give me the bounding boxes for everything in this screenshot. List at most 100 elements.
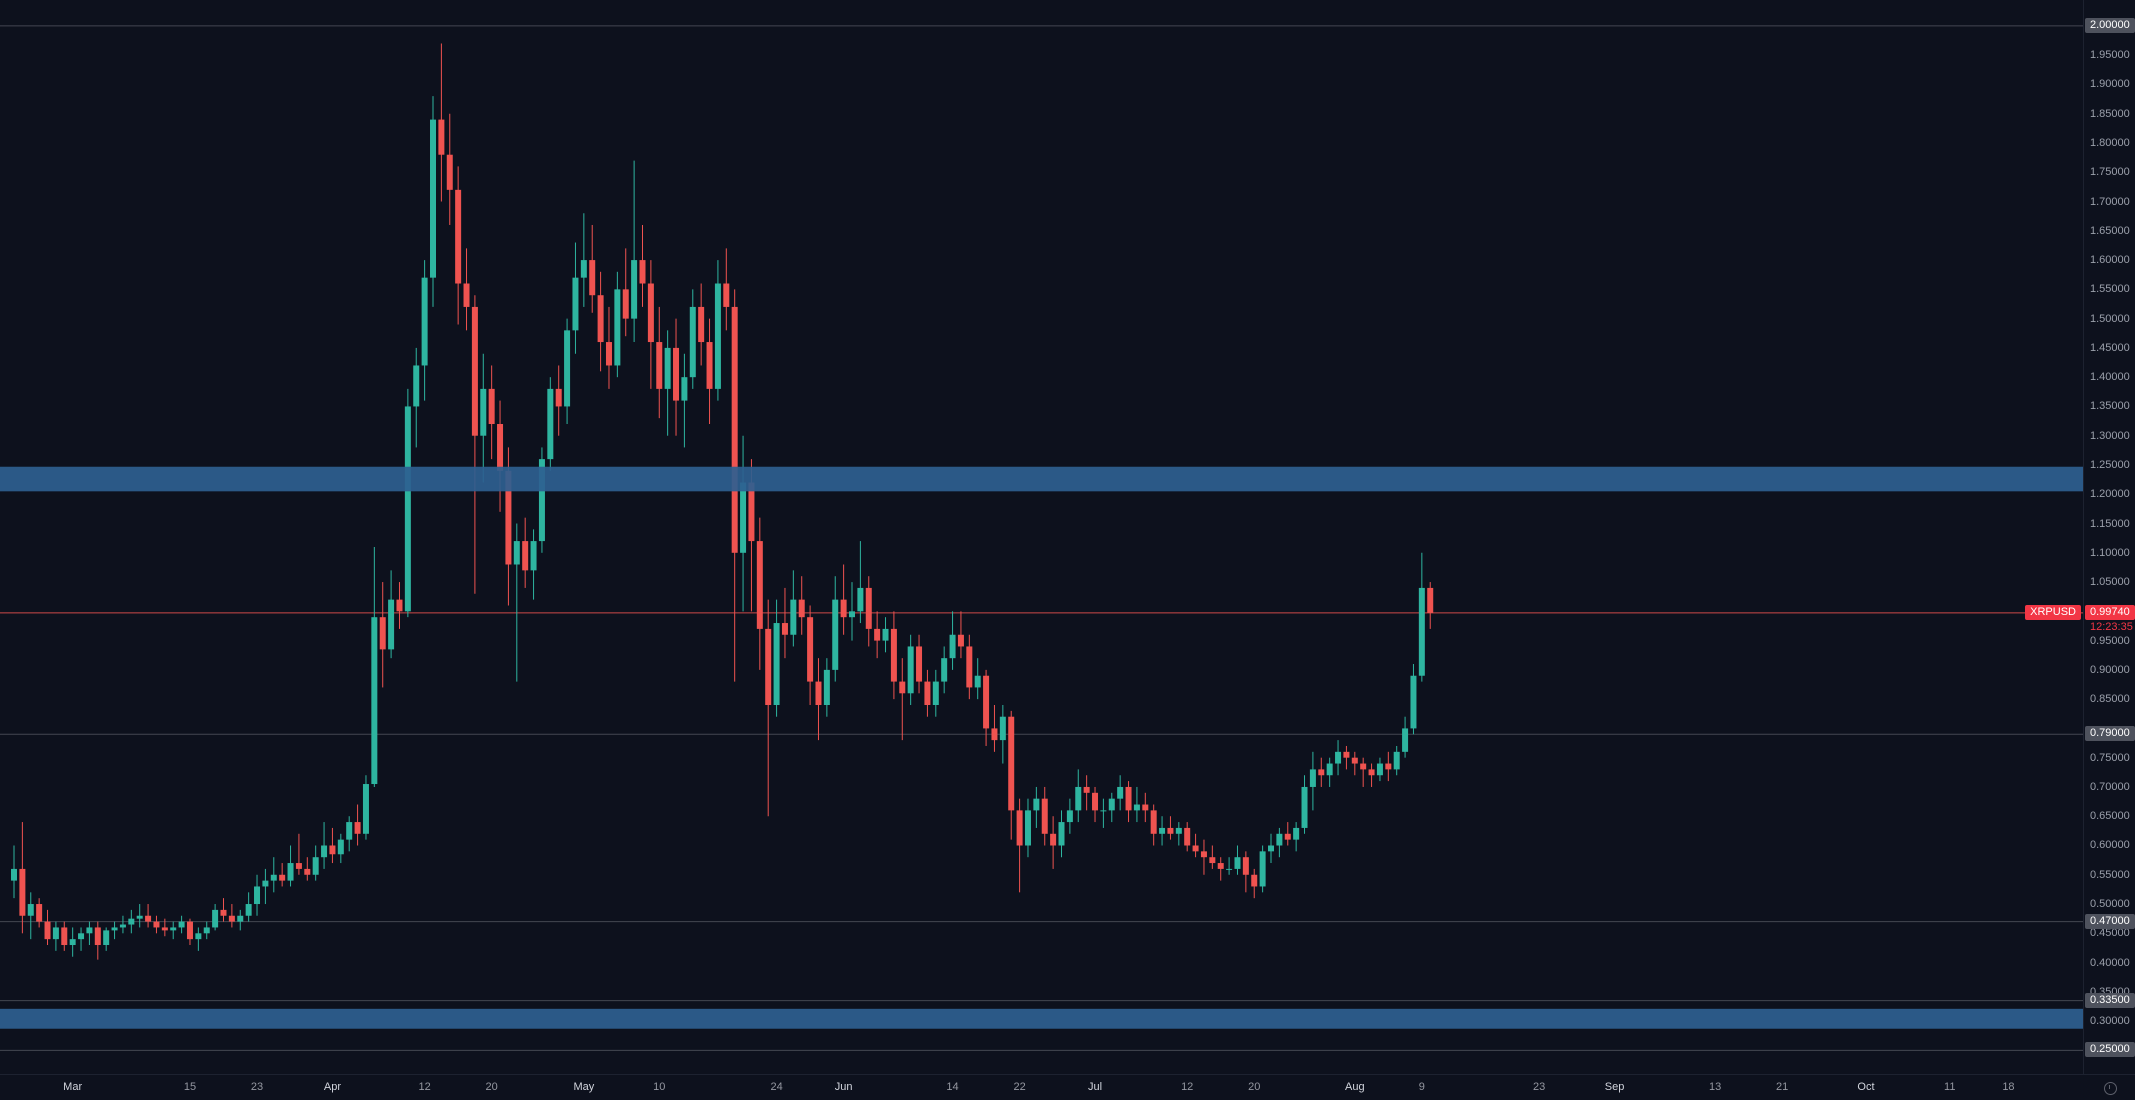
candle[interactable] — [36, 898, 43, 928]
candle[interactable] — [857, 541, 864, 624]
candle[interactable] — [605, 306, 612, 389]
candle[interactable] — [1343, 745, 1350, 770]
candle[interactable] — [1318, 757, 1325, 787]
candle[interactable] — [983, 669, 990, 746]
candle[interactable] — [103, 927, 110, 951]
candle[interactable] — [999, 704, 1006, 764]
candle[interactable] — [547, 377, 554, 471]
candle[interactable] — [1108, 792, 1115, 823]
candle[interactable] — [1142, 792, 1149, 823]
candle[interactable] — [337, 833, 344, 864]
candle[interactable] — [1226, 857, 1233, 875]
candle[interactable] — [1083, 775, 1090, 811]
candle[interactable] — [1234, 845, 1241, 875]
candle[interactable] — [1159, 816, 1166, 846]
candle[interactable] — [564, 318, 571, 425]
candle[interactable] — [19, 822, 26, 934]
candle[interactable] — [228, 904, 235, 928]
candle[interactable] — [706, 318, 713, 425]
candle[interactable] — [1175, 822, 1182, 846]
candle[interactable] — [781, 587, 788, 659]
chart-canvas[interactable] — [0, 0, 2083, 1074]
candle[interactable] — [832, 576, 839, 682]
candle[interactable] — [245, 892, 252, 922]
candle[interactable] — [580, 213, 587, 307]
candle[interactable] — [497, 400, 504, 512]
candle[interactable] — [639, 224, 646, 307]
candle[interactable] — [740, 435, 747, 612]
candle[interactable] — [94, 921, 101, 960]
candle[interactable] — [1133, 786, 1140, 823]
candle[interactable] — [882, 617, 889, 653]
candle[interactable] — [798, 576, 805, 635]
candle[interactable] — [1192, 833, 1199, 858]
candle[interactable] — [396, 582, 403, 629]
candle[interactable] — [329, 827, 336, 864]
candle[interactable] — [1016, 798, 1023, 893]
candle[interactable] — [136, 904, 143, 928]
candle[interactable] — [1259, 845, 1266, 893]
candle[interactable] — [270, 857, 277, 893]
candle[interactable] — [421, 260, 428, 401]
candle[interactable] — [1410, 664, 1417, 735]
candle[interactable] — [1309, 751, 1316, 811]
candle[interactable] — [538, 447, 545, 553]
candle[interactable] — [178, 915, 185, 934]
candle[interactable] — [455, 166, 462, 325]
candle[interactable] — [589, 224, 596, 313]
candle[interactable] — [212, 904, 219, 931]
candle[interactable] — [689, 289, 696, 389]
candle[interactable] — [840, 564, 847, 635]
candle[interactable] — [681, 353, 688, 448]
candle[interactable] — [932, 669, 939, 717]
candle[interactable] — [1335, 740, 1342, 776]
candle[interactable] — [823, 658, 830, 717]
candle[interactable] — [111, 921, 118, 940]
candle[interactable] — [974, 658, 981, 700]
candle[interactable] — [119, 915, 126, 934]
candle[interactable] — [1200, 839, 1207, 875]
candle[interactable] — [656, 306, 663, 419]
candle[interactable] — [1184, 822, 1191, 852]
candle[interactable] — [312, 845, 319, 881]
candle[interactable] — [991, 704, 998, 752]
candle[interactable] — [597, 271, 604, 372]
candle[interactable] — [1242, 851, 1249, 893]
candle[interactable] — [488, 365, 495, 460]
candle[interactable] — [966, 634, 973, 700]
candle[interactable] — [756, 517, 763, 670]
candle[interactable] — [1066, 798, 1073, 834]
candle[interactable] — [957, 611, 964, 659]
candle[interactable] — [513, 523, 520, 682]
candle[interactable] — [1251, 868, 1258, 899]
price-chart-pane[interactable]: XRPUSD — [0, 0, 2083, 1074]
candle[interactable] — [631, 160, 638, 343]
candle[interactable] — [480, 353, 487, 483]
candle[interactable] — [614, 271, 621, 378]
candle[interactable] — [714, 260, 721, 401]
support-zone[interactable] — [0, 1008, 2083, 1029]
candle[interactable] — [723, 248, 730, 331]
candle[interactable] — [916, 634, 923, 694]
candle[interactable] — [27, 892, 34, 940]
candle[interactable] — [555, 365, 562, 436]
candle[interactable] — [1075, 769, 1082, 823]
candle[interactable] — [438, 43, 445, 202]
candle[interactable] — [1351, 751, 1358, 776]
candle[interactable] — [354, 804, 361, 846]
candle[interactable] — [86, 921, 93, 946]
candle[interactable] — [471, 295, 478, 594]
candle[interactable] — [153, 915, 160, 934]
resistance-zone[interactable] — [0, 466, 2083, 492]
candle[interactable] — [446, 113, 453, 225]
candle[interactable] — [61, 921, 68, 951]
candle[interactable] — [849, 582, 855, 641]
candle[interactable] — [815, 658, 822, 741]
candle[interactable] — [1284, 822, 1291, 846]
candle[interactable] — [1301, 775, 1308, 834]
price-axis[interactable]: 1.95000 1.90000 1.85000 1.80000 1.75000 1.700… — [2083, 0, 2135, 1074]
candle[interactable] — [1008, 710, 1015, 840]
candle[interactable] — [1427, 582, 1434, 629]
time-axis[interactable]: Mar 15 23 Apr 12 20 May 10 24 Jun 14 22 Jul 12 20 Aug 9 2… — [0, 1074, 2135, 1100]
candle[interactable] — [1167, 816, 1174, 840]
